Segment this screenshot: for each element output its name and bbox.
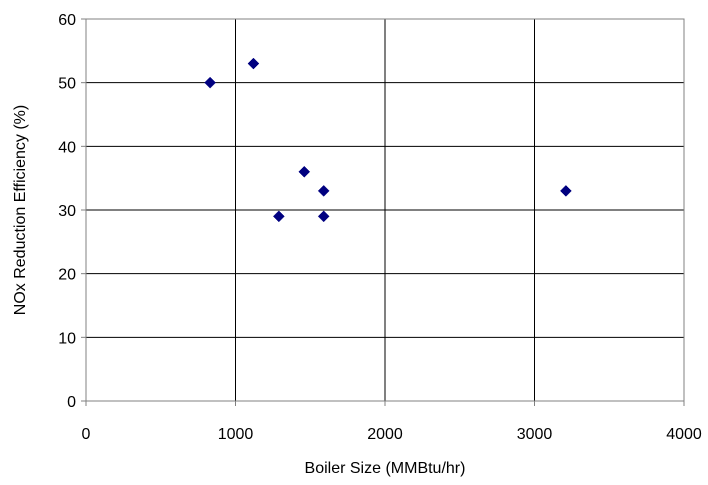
data-point	[317, 185, 330, 197]
y-tick-label: 30	[58, 203, 76, 220]
y-tick-label: 0	[67, 394, 76, 411]
data-point	[298, 165, 311, 178]
x-tick-label: 1000	[218, 426, 254, 443]
x-tick-label: 4000	[666, 426, 702, 443]
x-axis-label: Boiler Size (MMBtu/hr)	[305, 460, 466, 477]
x-tick-label: 2000	[367, 426, 403, 443]
tick-labels: 0 10 20 30 40 50 60 0 1000 2000 3000 4000	[58, 12, 702, 443]
y-tick-label: 20	[58, 267, 76, 284]
y-tick-label: 10	[58, 330, 76, 347]
y-tick-label: 40	[58, 139, 76, 156]
y-tick-label: 50	[58, 76, 76, 93]
data-point	[560, 185, 572, 197]
axes	[81, 18, 685, 406]
data-point	[204, 76, 216, 89]
x-tick-label: 3000	[517, 426, 553, 443]
y-tick-label: 60	[58, 12, 76, 29]
data-points	[204, 57, 572, 223]
data-point	[247, 57, 260, 70]
y-axis-label: NOx Reduction Efficiency (%)	[12, 105, 29, 315]
x-tick-label: 0	[82, 426, 91, 443]
data-point	[317, 210, 330, 223]
data-point	[273, 210, 285, 223]
